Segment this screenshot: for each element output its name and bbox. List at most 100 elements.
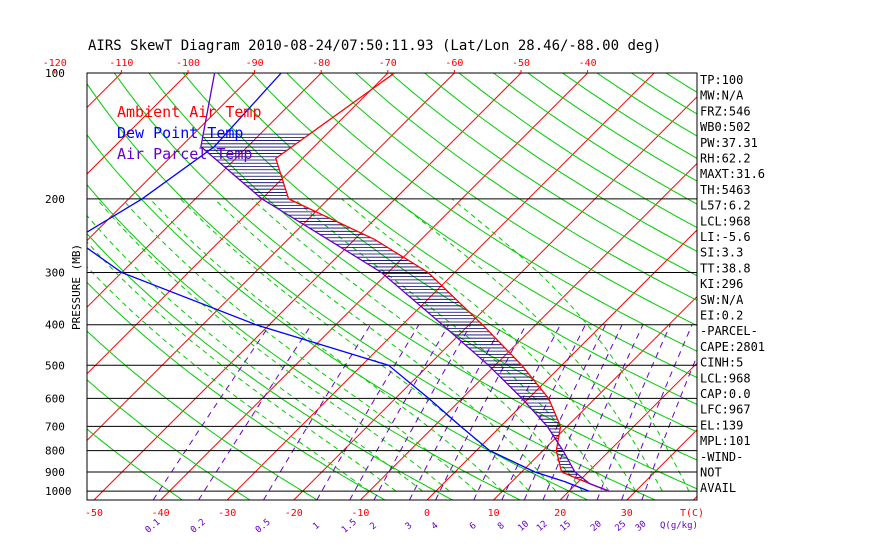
isotherm-line: [293, 96, 697, 500]
top-temp-tick-label: -40: [579, 58, 597, 69]
mixing-ratio-line: [435, 324, 527, 500]
top-temp-tick-label: -90: [246, 58, 264, 69]
stat-line: AVAIL: [700, 481, 736, 495]
stat-line: EL:139: [700, 418, 743, 432]
stat-line: TH:5463: [700, 183, 751, 197]
mixing-ratio-line: [349, 324, 450, 500]
isotherm-line: [87, 73, 122, 109]
mixing-ratio-line: [152, 324, 271, 500]
mixing-ratio-line: [641, 354, 697, 500]
mixing-ratio-label: 0.2: [189, 517, 208, 535]
pressure-tick-label: 500: [45, 359, 65, 372]
top-temp-tick-label: -70: [379, 58, 397, 69]
bottom-temp-tick-label: 0: [424, 508, 430, 519]
stat-line: -PARCEL-: [700, 324, 758, 338]
y-axis-label: PRESSURE (MB): [70, 244, 83, 330]
bottom-temp-tick-label: -30: [218, 508, 236, 519]
isotherm-line: [160, 73, 588, 500]
dry-adiabat-line: [87, 183, 521, 500]
pressure-tick-label: 200: [45, 193, 65, 206]
pressure-tick-label: 900: [45, 466, 65, 479]
isobars: [86, 72, 698, 501]
legend: Ambient Air Temp Dew Point Temp Air Parcel…: [117, 103, 262, 163]
bottom-temp-tick-label: -20: [285, 508, 303, 519]
bottom-temp-tick-label: 30: [621, 508, 633, 519]
legend-entry: Dew Point Temp: [117, 124, 243, 142]
pressure-tick-label: 400: [45, 319, 65, 332]
dry-adiabat-line: [148, 73, 697, 461]
mixing-ratio-label: 1: [311, 521, 322, 532]
isotherm-line: [493, 295, 697, 500]
chart-title: AIRS SkewT Diagram 2010-08-24/07:50:11.9…: [88, 38, 661, 54]
stat-line: LCL:968: [700, 214, 751, 228]
isotherm-line: [559, 362, 697, 500]
stat-line: -WIND-: [700, 450, 743, 464]
moist-adiabat-line: [96, 198, 450, 492]
mixing-ratio-line: [373, 324, 472, 500]
isotherm-line: [87, 73, 189, 175]
mixing-ratio-line: [542, 324, 623, 500]
dry-adiabat-line: [182, 73, 697, 433]
legend-entry: Air Parcel Temp: [117, 145, 252, 163]
moist-adiabat-line: [87, 265, 370, 492]
mixing-ratio-label: 0.1: [144, 517, 163, 535]
bottom-temp-tick-label: -10: [351, 508, 369, 519]
pressure-tick-label: 1000: [45, 485, 72, 498]
mixing-ratio-label: 3: [404, 521, 415, 532]
mixing-ratio-line: [316, 324, 420, 500]
moist-adiabat-line: [451, 198, 690, 492]
stat-line: PW:37.31: [700, 136, 758, 150]
stat-line: CINH:5: [700, 356, 743, 370]
cape-hatching: [201, 133, 586, 482]
stat-line: NOT: [700, 466, 722, 480]
mixing-ratio-line: [565, 324, 644, 500]
top-temp-tick-label: -110: [109, 58, 133, 69]
top-temp-tick-label: -100: [176, 58, 200, 69]
moist-adiabat-line: [341, 198, 637, 492]
bottom-temp-tick-label: -40: [152, 508, 170, 519]
dry-adiabat-line: [527, 73, 697, 182]
mixing-ratio-line: [501, 324, 586, 500]
top-temp-tick-label: -80: [312, 58, 330, 69]
mixing-ratio-label: 1.5: [340, 517, 359, 535]
stat-line: LCL:968: [700, 371, 751, 385]
stat-line: FRZ:546: [700, 104, 751, 118]
mixing-ratio-label: 4: [430, 521, 441, 532]
mixing-ratio-label: 8: [496, 521, 507, 532]
dry-adiabat-line: [424, 73, 697, 252]
pressure-tick-label: 700: [45, 420, 65, 433]
mixing-ratio-label: 30: [634, 519, 649, 534]
isotherm-line: [0, 73, 55, 500]
legend-entry: Ambient Air Temp: [117, 103, 262, 121]
mixing-ratio-label: 2: [368, 521, 379, 532]
stat-line: L57:6.2: [700, 199, 751, 213]
mixing-ratio-line: [473, 324, 561, 500]
profile-lines: [87, 73, 610, 492]
bottom-axis-unit: T(C): [680, 508, 704, 519]
moist-adiabat-line: [213, 198, 557, 492]
mixing-ratio-label: 15: [558, 519, 573, 534]
stat-line: SI:3.3: [700, 246, 743, 260]
dry-adiabat-line: [87, 82, 656, 500]
moist-adiabat-line: [87, 214, 423, 492]
mixing-ratio-label: 25: [614, 519, 629, 534]
mixing-ratio-line: [523, 324, 606, 500]
isotherm-line: [827, 73, 870, 500]
stat-line: EI:0.2: [700, 309, 743, 323]
isotherm-line: [87, 73, 455, 442]
top-temp-tick-label: -60: [445, 58, 463, 69]
moist-adiabat-line: [293, 198, 610, 492]
series-line-1: [87, 73, 590, 492]
plot-frame: [86, 72, 698, 501]
pressure-tick-label: 300: [45, 267, 65, 280]
dry-adiabat-line: [87, 428, 183, 500]
mixing-ratio-line: [621, 324, 693, 500]
moist-adiabat-line: [121, 198, 477, 492]
stat-line: CAP:0.0: [700, 387, 751, 401]
top-temp-tick-label: -50: [512, 58, 530, 69]
stat-line: SW:N/A: [700, 293, 744, 307]
isotherm-line: [93, 73, 522, 500]
series-line-2: [200, 73, 610, 492]
dry-adiabat-line: [87, 330, 318, 500]
